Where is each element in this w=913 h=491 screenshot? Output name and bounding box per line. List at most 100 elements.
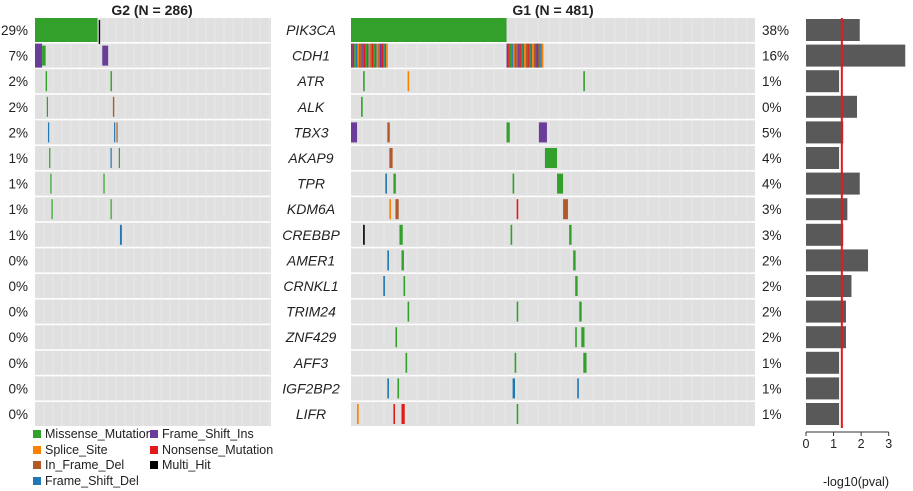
g1-cell-cdh1 [527, 43, 529, 68]
g2-percent-znf429: 0% [8, 330, 28, 345]
legend-label-multi-hit: Multi_Hit [162, 458, 211, 472]
g2-percent-aff3: 0% [8, 356, 28, 371]
pval-bar-aff3 [806, 351, 840, 374]
g1-cell-cdh1 [516, 43, 518, 68]
g1-cell-tpr-missense_mutation [512, 173, 515, 194]
g2-cell-atr-missense_mutation [45, 71, 48, 92]
g1-row-bg-crebbp [351, 222, 755, 247]
gene-label-kdm6a: KDM6A [287, 201, 335, 217]
g1-cell-cdh1 [508, 43, 510, 68]
legend-label-in-frame-del: In_Frame_Del [45, 458, 124, 472]
g1-percent-akap9: 4% [762, 151, 782, 166]
g1-cell-cdh1 [541, 43, 544, 68]
g1-percent-labels: 38% 16% 1% 0% 5% 4% 4% 3% 3% 2% 2% 2% 2% 1% 1% 1% [762, 23, 789, 422]
pval-axis-tick-label: 0 [803, 437, 810, 451]
g1-percent-atr: 1% [762, 74, 782, 89]
g1-cell-cdh1 [538, 43, 541, 68]
legend-label-nonsense-mutation: Nonsense_Mutation [162, 443, 273, 457]
g2-percent-alk: 2% [8, 100, 28, 115]
g1-cell-kdm6a-in_frame_del [395, 199, 399, 220]
legend-swatch-in-frame-del [33, 461, 41, 469]
g1-cell-cdh1 [509, 43, 512, 68]
g2-cell-cdh1-frame_shift_ins [102, 45, 109, 66]
pval-axis: 0 1 2 3 [803, 431, 892, 451]
g1-percent-trim24: 2% [762, 305, 782, 320]
pval-bar-igf2bp2 [806, 377, 840, 400]
g2-cell-tbx3-frame_shift_del [47, 122, 50, 143]
g2-cell-kdm6a-missense_mutation [51, 199, 53, 220]
g1-cell-cdh1 [351, 43, 353, 68]
g1-percent-tbx3: 5% [762, 125, 782, 140]
legend-swatch-splice-site [33, 446, 41, 454]
legend-label-frame-shift-ins: Frame_Shift_Ins [162, 427, 254, 441]
g2-cell-tpr-missense_mutation [50, 173, 52, 194]
g1-cell-cdh1 [352, 43, 355, 68]
g2-row-bg-amer1 [35, 248, 271, 273]
g1-cell-igf2bp2-frame_shift_del [577, 378, 579, 399]
g1-cell-cdh1 [540, 43, 542, 68]
g1-cell-cdh1 [524, 43, 526, 68]
g1-cell-cdh1 [373, 43, 375, 68]
g1-cell-crnkl1-frame_shift_del [383, 276, 385, 296]
g2-cell-atr-missense_mutation [110, 71, 112, 92]
gene-label-cdh1: CDH1 [292, 48, 330, 64]
legend-swatch-missense-mutation [33, 430, 41, 438]
gene-label-znf429: ZNF429 [285, 329, 337, 345]
g1-cell-cdh1 [528, 43, 531, 68]
g1-cell-cdh1 [506, 43, 509, 68]
g1-cell-cdh1 [357, 43, 359, 68]
g1-cell-atr-missense_mutation [363, 71, 365, 92]
gene-label-tpr: TPR [297, 176, 325, 192]
g1-cell-aff3-missense_mutation [583, 352, 587, 373]
g2-cell-crebbp-frame_shift_del [119, 224, 122, 245]
g1-cell-cdh1 [370, 43, 372, 68]
g1-row-bg-alk [351, 94, 755, 119]
g1-cell-cdh1 [367, 43, 369, 68]
g1-row-bg-trim24 [351, 299, 755, 324]
g1-percent-crnkl1: 2% [762, 279, 782, 294]
g2-row-bg-cdh1 [35, 43, 271, 68]
g2-cell-cdh1-missense_mutation [42, 45, 46, 66]
g1-cell-igf2bp2-frame_shift_del [512, 378, 516, 399]
g2-cell-kdm6a-missense_mutation [110, 199, 112, 220]
gene-label-alk: ALK [297, 99, 325, 115]
legend-swatch-frame-shift-del [33, 477, 41, 485]
g1-row-bg-amer1 [351, 248, 755, 273]
g1-row-bg-tpr [351, 171, 755, 196]
pval-bar-cdh1 [806, 44, 906, 67]
g1-percent-igf2bp2: 1% [762, 381, 782, 396]
g1-row-bg-atr [351, 69, 755, 94]
g1-title: G1 (N = 481) [512, 2, 593, 18]
g1-row-bg-cdh1 [351, 43, 755, 68]
legend-swatch-multi-hit [150, 461, 158, 469]
g2-row-bg-igf2bp2 [35, 376, 271, 401]
g2-row-bg-crebbp [35, 222, 271, 247]
g1-cell-cdh1 [375, 43, 377, 68]
g1-cell-cdh1 [354, 43, 356, 68]
g1-cell-igf2bp2-missense_mutation [397, 378, 400, 399]
g1-cell-cdh1 [365, 43, 367, 68]
g1-cell-cdh1 [520, 43, 523, 68]
g1-cell-cdh1 [536, 43, 539, 68]
g2-cell-alk-in_frame_del [112, 96, 115, 117]
g1-cell-cdh1 [533, 43, 536, 68]
gene-label-lifr: LIFR [296, 406, 326, 422]
g1-cell-cdh1 [381, 43, 383, 68]
gene-labels: PIK3CA CDH1 ATR ALK TBX3 AKAP9 TPR KDM6A CREBBP A… [282, 22, 340, 422]
g1-cell-crnkl1-missense_mutation [403, 276, 406, 296]
g1-cell-pik3ca-missense_mutation [351, 18, 507, 42]
g2-title: G2 (N = 286) [111, 2, 192, 18]
pval-axis-tick-label: 1 [830, 437, 837, 451]
g1-percent-znf429: 2% [762, 330, 782, 345]
g2-percent-kdm6a: 1% [8, 202, 28, 217]
g1-cell-amer1-frame_shift_del [387, 250, 389, 271]
g1-cell-crebbp-missense_mutation [569, 224, 572, 245]
g1-row-bg-aff3 [351, 350, 755, 375]
g1-cell-lifr-missense_mutation [516, 404, 519, 424]
g1-cell-amer1-missense_mutation [573, 250, 576, 271]
pval-bar-lifr [806, 403, 840, 425]
g1-cell-tbx3-missense_mutation [506, 122, 510, 143]
g1-cell-akap9-missense_mutation [544, 148, 558, 168]
g1-cell-cdh1 [379, 43, 382, 68]
g1-row-bg-tbx3 [351, 120, 755, 145]
